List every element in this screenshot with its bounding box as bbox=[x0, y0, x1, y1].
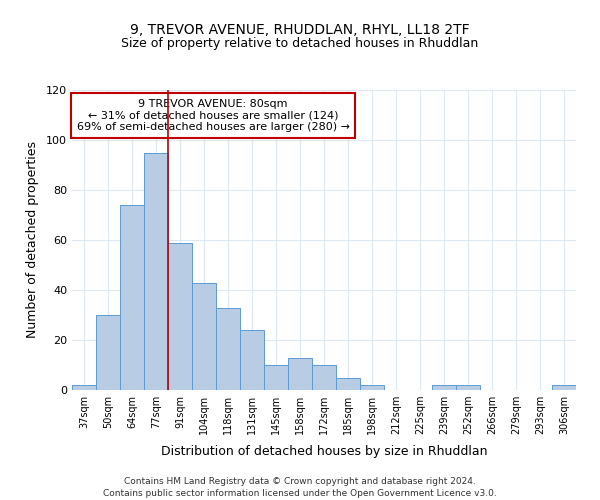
Bar bbox=[96, 315, 120, 390]
Text: 9 TREVOR AVENUE: 80sqm
← 31% of detached houses are smaller (124)
69% of semi-de: 9 TREVOR AVENUE: 80sqm ← 31% of detached… bbox=[77, 99, 350, 132]
Bar bbox=[144, 152, 168, 390]
Text: Contains public sector information licensed under the Open Government Licence v3: Contains public sector information licen… bbox=[103, 489, 497, 498]
Bar bbox=[264, 365, 288, 390]
X-axis label: Distribution of detached houses by size in Rhuddlan: Distribution of detached houses by size … bbox=[161, 446, 487, 458]
Bar bbox=[432, 385, 456, 390]
Bar bbox=[552, 385, 576, 390]
Bar bbox=[168, 242, 192, 390]
Bar bbox=[120, 205, 144, 390]
Bar bbox=[72, 385, 96, 390]
Bar bbox=[312, 365, 336, 390]
Text: 9, TREVOR AVENUE, RHUDDLAN, RHYL, LL18 2TF: 9, TREVOR AVENUE, RHUDDLAN, RHYL, LL18 2… bbox=[130, 22, 470, 36]
Text: Contains HM Land Registry data © Crown copyright and database right 2024.: Contains HM Land Registry data © Crown c… bbox=[124, 478, 476, 486]
Bar bbox=[360, 385, 384, 390]
Bar bbox=[336, 378, 360, 390]
Bar bbox=[216, 308, 240, 390]
Bar bbox=[192, 282, 216, 390]
Bar bbox=[456, 385, 480, 390]
Text: Size of property relative to detached houses in Rhuddlan: Size of property relative to detached ho… bbox=[121, 38, 479, 51]
Y-axis label: Number of detached properties: Number of detached properties bbox=[26, 142, 39, 338]
Bar bbox=[288, 358, 312, 390]
Bar bbox=[240, 330, 264, 390]
